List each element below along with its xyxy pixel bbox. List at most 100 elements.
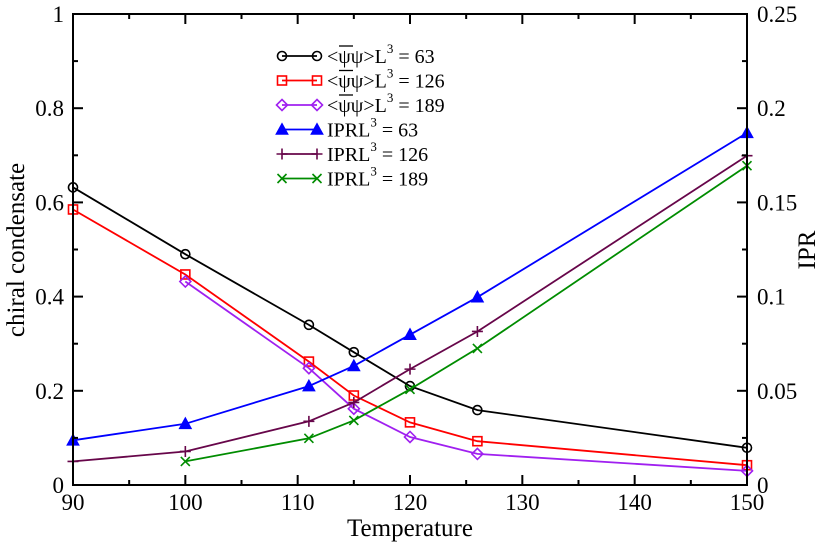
data-point [404,417,416,428]
y-left-tick-label: 0.6 [35,190,64,215]
data-point [470,447,485,461]
y-right-tick-label: 0 [757,473,769,498]
series-line [185,164,748,463]
legend-prefix: IPR [327,120,359,142]
data-point [403,430,417,444]
data-point [303,319,315,331]
legend-label: IPRL3 = 63 [327,115,418,142]
data-point [302,361,316,375]
y-axis-right-title: IPR [794,230,821,269]
data-point [471,325,483,337]
x-tick-label: 110 [281,490,315,515]
series-0 [67,182,753,454]
legend-exponent: 3 [370,115,377,130]
data-point [178,274,192,289]
legend-prefix: <ψψ> [327,46,375,68]
y-right-tick-label: 0.15 [757,190,797,215]
series-line [72,186,748,449]
y-left-tick-label: 1 [53,2,65,27]
y-left-tick-label: 0.2 [35,379,64,404]
legend-exponent: 3 [387,90,394,105]
legend-eq: = 126 [398,71,444,93]
legend-entry-1: <ψψ>L3 = 126 [276,66,445,93]
legend-marker [311,173,323,184]
y-right-tick-label: 0.05 [757,379,797,404]
series-5 [180,160,753,467]
legend-eq: = 126 [382,144,428,166]
legend-entry-2: <ψψ>L3 = 189 [275,90,445,117]
data-point [180,269,191,280]
series-line [184,280,748,472]
legend-entry-4: IPRL3 = 126 [276,139,428,166]
legend-prefix: <ψψ> [327,95,375,117]
data-point [178,416,193,430]
legend-marker [311,148,323,160]
data-point [180,248,191,260]
data-point [302,378,316,392]
data-point [348,396,360,408]
legend-label: <ψψ>L3 = 189 [327,90,445,117]
y-axis-left-title: chiral condensate [3,163,30,337]
x-tick-label: 150 [730,490,765,515]
series-line [72,208,748,467]
legend-prefix: IPR [327,169,359,191]
legend-label: <ψψ>L3 = 63 [327,41,435,68]
legend-exponent: 3 [370,164,377,179]
legend-marker [311,75,323,86]
y-right-tick-label: 0.1 [757,285,786,310]
data-point [347,402,361,416]
data-point [348,415,359,426]
x-tick-label: 100 [168,490,203,515]
legend-exponent: 3 [387,66,394,81]
x-tick-label: 90 [62,490,85,515]
legend-exponent: 3 [370,139,377,154]
data-point [303,433,314,444]
legend-marker [276,148,288,160]
legend-marker [276,50,288,62]
legend-marker [311,50,323,62]
legend-l: L [358,169,370,191]
legend-marker [310,98,324,112]
data-point [180,456,191,467]
y-right-tick-label: 0.2 [757,96,786,121]
legend-marker [276,173,288,184]
series-4 [67,150,753,467]
legend-marker [310,122,324,135]
series-2 [178,274,754,478]
y-left-tick-label: 0.8 [35,96,64,121]
legend-entry-5: IPRL3 = 189 [276,164,428,191]
data-point [403,327,417,340]
data-point [348,346,360,358]
x-tick-label: 120 [393,490,428,515]
y-left-tick-label: 0 [53,473,65,498]
legend-prefix: IPR [327,144,359,166]
legend-marker [275,98,289,112]
legend-entry-3: IPRL3 = 63 [275,115,418,142]
data-point [303,356,315,367]
data-point [179,445,191,457]
legend-l: L [375,71,387,93]
data-point [404,384,416,395]
data-point [470,290,485,303]
legend-marker [276,75,288,86]
data-point [404,363,416,375]
axes: 90 100 110 120 130 140 15000.20.40.60.8100.050… [35,2,797,515]
legend-eq: = 63 [398,46,434,68]
x-tick-label: 140 [617,490,652,515]
x-tick-label: 130 [505,490,540,515]
series-line [72,154,748,463]
data-point [303,415,315,427]
legend-prefix: <ψψ> [327,71,375,93]
y-right-tick-label: 0.25 [757,2,797,27]
legend-l: L [375,95,387,117]
legend-l: L [358,144,370,166]
legend-eq: = 189 [398,95,444,117]
legend-label: IPRL3 = 126 [327,139,428,166]
legend-exponent: 3 [387,41,394,56]
data-point [472,435,483,447]
y-left-tick-label: 0.4 [35,285,64,310]
data-point [472,404,483,416]
legend-label: <ψψ>L3 = 126 [327,66,445,93]
